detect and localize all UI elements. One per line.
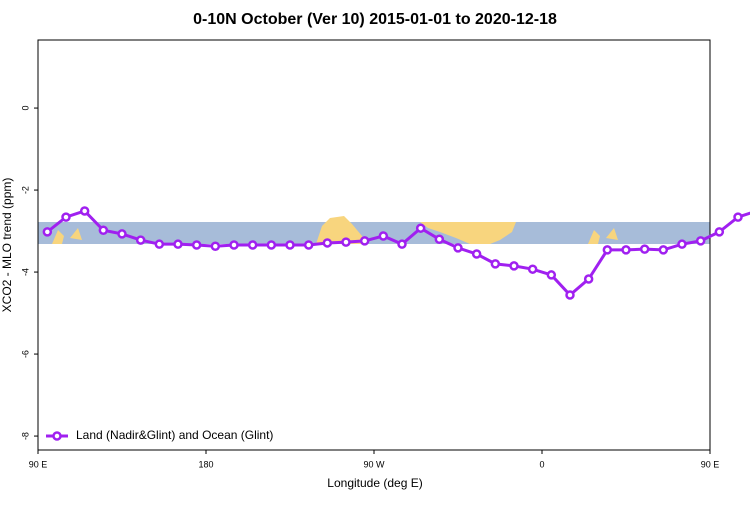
data-point	[303, 240, 314, 250]
data-point	[733, 212, 743, 222]
y-tick-label: -2	[20, 186, 30, 194]
data-point	[98, 225, 109, 235]
x-tick-label: 90 E	[701, 459, 720, 469]
data-point	[565, 290, 575, 300]
data-point	[546, 270, 557, 280]
data-point	[415, 223, 426, 233]
data-point	[602, 245, 613, 255]
data-point	[695, 236, 706, 246]
x-tick-label: 90 E	[29, 459, 48, 469]
data-point	[135, 235, 146, 245]
data-point	[527, 264, 538, 274]
data-point	[471, 249, 482, 259]
data-point	[490, 259, 501, 269]
legend-marker	[52, 431, 62, 441]
data-point	[434, 234, 445, 245]
data-point	[397, 239, 407, 249]
data-point	[191, 240, 202, 250]
data-point	[658, 245, 669, 255]
data-point	[61, 212, 71, 222]
data-point	[341, 237, 351, 247]
data-point	[621, 245, 631, 255]
y-tick-label: -4	[20, 268, 30, 276]
data-point	[714, 227, 725, 237]
data-point	[210, 241, 221, 251]
data-point	[79, 206, 90, 216]
data-point	[247, 240, 258, 250]
data-point	[285, 240, 295, 250]
x-tick-label: 180	[198, 459, 213, 469]
data-point	[173, 239, 183, 249]
data-point	[266, 240, 277, 250]
y-tick-label: -8	[20, 432, 30, 440]
y-tick-label: -6	[20, 350, 30, 358]
x-tick-label: 0	[539, 459, 544, 469]
x-axis-label: Longitude (deg E)	[327, 476, 422, 490]
data-point	[154, 239, 165, 249]
data-point	[453, 243, 463, 253]
data-point	[378, 231, 389, 241]
data-point	[639, 244, 650, 254]
data-point	[42, 227, 53, 237]
data-point	[583, 274, 594, 284]
legend-label: Land (Nadir&Glint) and Ocean (Glint)	[76, 428, 273, 442]
y-tick-label: 0	[20, 106, 30, 111]
data-point	[509, 261, 519, 271]
data-point	[229, 240, 239, 250]
chart-title: 0-10N October (Ver 10) 2015-01-01 to 202…	[193, 11, 557, 28]
y-axis-label: XCO2 - MLO trend (ppm)	[0, 178, 14, 313]
x-tick-label: 90 W	[363, 459, 385, 469]
data-point	[677, 239, 687, 249]
data-point	[322, 238, 333, 248]
data-point	[359, 236, 370, 246]
map-band	[38, 216, 710, 244]
data-point	[117, 229, 127, 239]
